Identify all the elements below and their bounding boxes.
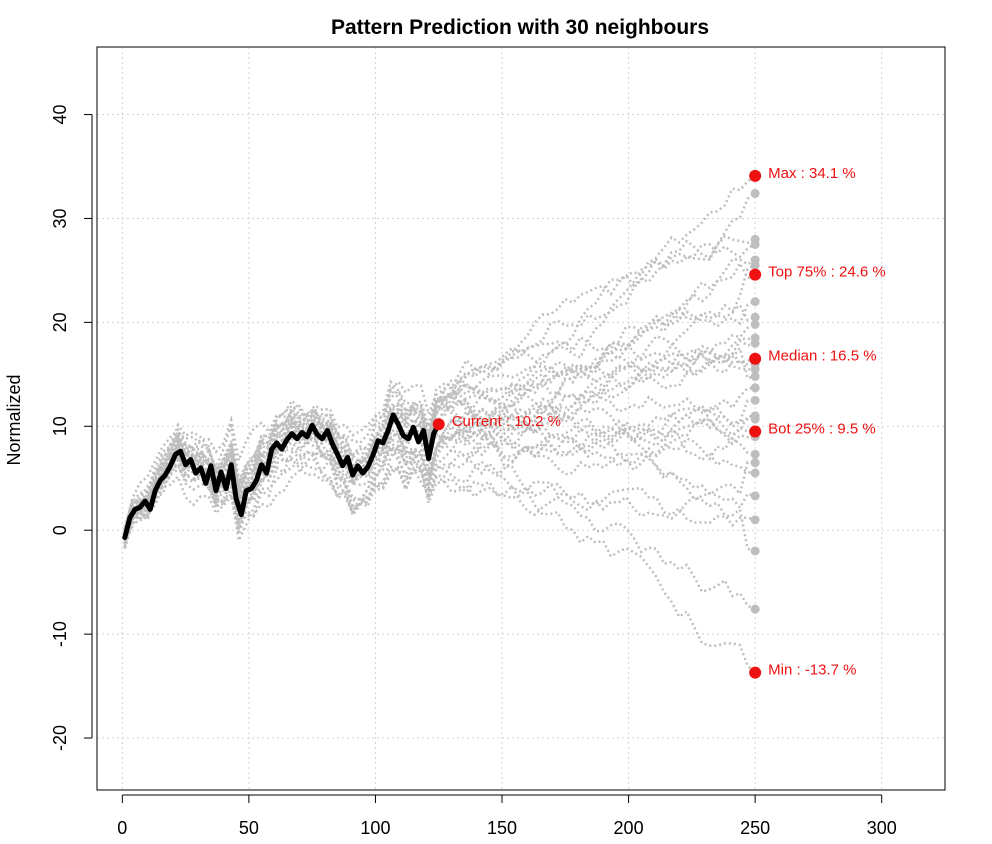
neighbour-endpoint	[750, 515, 760, 525]
neighbour-endpoint	[750, 312, 760, 322]
neighbour-path	[123, 303, 756, 530]
annotation-point-max	[749, 169, 762, 182]
annotation-label-current: Current : 10.2 %	[452, 413, 561, 430]
neighbour-path	[123, 406, 756, 530]
annotations: Current : 10.2 % Max : 34.1 % Top 75% : 24…	[432, 165, 886, 679]
y-tick-label: 30	[50, 208, 70, 228]
y-tick-label: 10	[50, 416, 70, 436]
annotation-label-top75: Top 75% : 24.6 %	[768, 264, 886, 281]
neighbour-path	[123, 345, 756, 531]
annotation-label-max: Max : 34.1 %	[768, 165, 856, 182]
annotation-label-bot25: Bot 25% : 9.5 %	[768, 420, 876, 437]
annotation-point-median	[749, 352, 762, 365]
neighbour-endpoint	[750, 239, 760, 249]
axes: 0 50 100 150 200 250 300 -20 -10 0 10 20 30 40	[50, 46, 946, 838]
x-tick-label: 150	[487, 818, 517, 838]
neighbour-path	[123, 396, 756, 549]
y-axis-label: Normalized	[4, 374, 24, 465]
y-tick-label: 20	[50, 312, 70, 332]
neighbour-endpoint	[750, 414, 760, 424]
neighbour-endpoint	[750, 383, 760, 393]
x-tick-label: 200	[614, 818, 644, 838]
annotation-point-min	[749, 666, 762, 679]
neighbour-path	[123, 300, 756, 532]
neighbour-endpoint	[750, 189, 760, 199]
annotation-point-current	[432, 418, 445, 431]
neighbour-endpoints	[750, 171, 760, 678]
y-tick-label: -10	[50, 621, 70, 647]
neighbour-path	[123, 260, 756, 530]
neighbour-endpoint	[750, 491, 760, 501]
neighbour-endpoint	[750, 604, 760, 614]
chart-title: Pattern Prediction with 30 neighbours	[331, 16, 709, 39]
current-pattern	[122, 412, 442, 540]
neighbour-endpoint	[750, 468, 760, 478]
neighbour-endpoint	[750, 297, 760, 307]
x-tick-label: 300	[867, 818, 897, 838]
neighbour-endpoint	[750, 449, 760, 459]
x-tick-label: 0	[117, 818, 127, 838]
neighbour-path	[123, 450, 756, 611]
neighbour-path	[123, 409, 756, 531]
neighbour-endpoint	[750, 260, 760, 270]
neighbour-path	[123, 243, 756, 534]
annotation-point-bot25	[749, 425, 762, 438]
current-pattern-line	[122, 412, 442, 540]
annotation-label-median: Median : 16.5 %	[768, 348, 876, 365]
plot-frame	[96, 46, 946, 791]
x-tick-label: 100	[360, 818, 390, 838]
neighbour-endpoint	[750, 364, 760, 374]
y-tick-label: 0	[50, 525, 70, 535]
annotation-point-top75	[749, 268, 762, 281]
x-tick-label: 50	[239, 818, 259, 838]
y-tick-label: -20	[50, 725, 70, 751]
neighbour-endpoint	[750, 395, 760, 405]
x-tick-label: 250	[740, 818, 770, 838]
neighbour-endpoint	[750, 546, 760, 556]
neighbour-path	[123, 354, 756, 542]
neighbour-endpoint	[750, 319, 760, 329]
neighbour-path	[123, 418, 756, 543]
neighbour-path	[123, 323, 756, 529]
neighbour-path	[123, 344, 756, 535]
neighbour-endpoint	[750, 458, 760, 468]
neighbour-path	[123, 427, 756, 547]
neighbour-path	[123, 234, 756, 542]
neighbour-endpoint	[750, 338, 760, 348]
neighbour-endpoint	[750, 371, 760, 381]
neighbour-path	[123, 336, 756, 544]
y-tick-label: 40	[50, 105, 70, 125]
annotation-label-min: Min : -13.7 %	[768, 662, 856, 679]
